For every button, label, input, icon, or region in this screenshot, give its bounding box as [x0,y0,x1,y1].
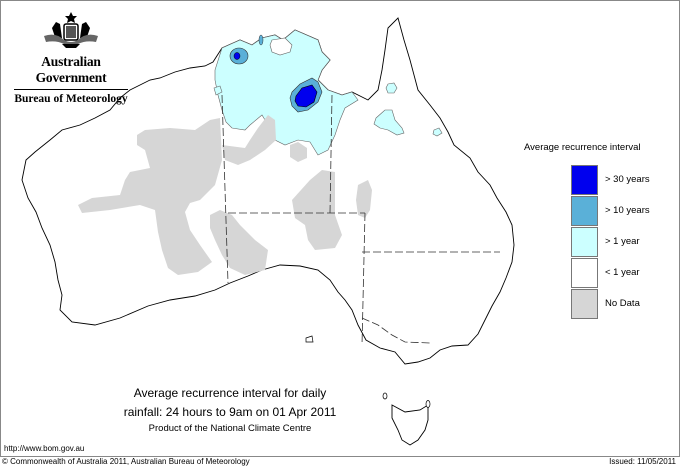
legend-label: > 30 years [605,174,650,185]
legend-item-lt1: < 1 year [524,257,674,288]
region-gt30-years-west [233,52,241,60]
region-gt1-year-qld-a [385,82,398,94]
legend-swatch-lt1 [571,257,598,288]
region-lt1-year-hole [269,37,293,56]
australia-rainfall-map [21,17,515,446]
copyright-text: © Commonwealth of Australia 2011, Austra… [2,457,250,466]
region-gt10-years-small [258,34,264,46]
legend-title: Average recurrence interval [524,142,641,153]
issued-date: Issued: 11/05/2011 [609,457,676,466]
kangaroo-island [305,335,314,343]
no-data-regions [78,115,372,275]
legend-label: < 1 year [605,267,640,278]
legend-label: No Data [605,298,640,309]
caption-title-line2: rainfall: 24 hours to 9am on 01 Apr 2011 [123,405,337,419]
agency-name: Bureau of Meteorology [14,93,128,105]
legend-item-gt1: > 1 year [524,226,674,257]
bom-url-link[interactable]: http://www.bom.gov.au [4,444,85,453]
caption-title-line1: Average recurrence interval for daily [133,386,327,400]
legend-label: > 10 years [605,205,650,216]
logo-divider [14,89,128,90]
legend-swatch-gt1 [571,226,598,257]
legend-swatch-nodata [571,288,598,319]
region-gt1-year-kimberley [213,85,223,96]
caption-product: Product of the National Climate Centre [148,423,312,434]
legend-item-gt30: > 30 years [524,164,674,195]
legend-swatch-gt30 [571,164,598,195]
legend-item-gt10: > 10 years [524,195,674,226]
state-borders [221,94,500,346]
region-gt1-year-north [214,29,359,156]
legend-item-nodata: No Data [524,288,674,319]
region-gt1-year-qld-b [373,109,405,136]
region-gt1-year-qld-c [432,127,443,137]
bom-logo: Australian Government Bureau of Meteorol… [10,10,132,105]
region-gt30-years-east [294,84,318,108]
legend: Average recurrence interval > 30 years >… [524,142,674,319]
legend-swatch-gt10 [571,195,598,226]
mainland-outline [21,17,515,365]
flinders-island [425,400,431,408]
king-island [382,392,388,400]
coat-of-arms-icon [44,12,98,48]
government-name: Australian Government [35,54,107,85]
legend-label: > 1 year [605,236,640,247]
tasmania-outline [391,404,429,446]
